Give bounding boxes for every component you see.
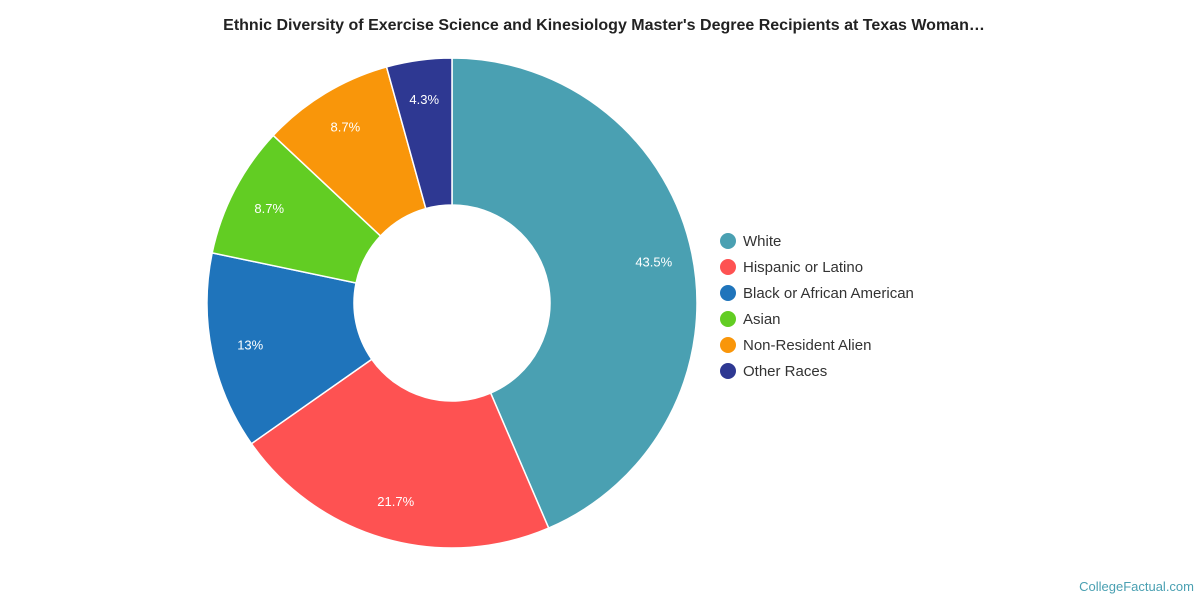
donut-chart: 43.5% 21.7% 13% 8.7% 8.7% 4.3% (206, 57, 698, 549)
legend-item[interactable]: Asian (720, 306, 914, 332)
legend-marker-icon (720, 259, 736, 275)
data-label: 8.7% (331, 120, 361, 135)
legend-item[interactable]: Hispanic or Latino (720, 254, 914, 280)
legend-label: Black or African American (743, 284, 914, 302)
legend-marker-icon (720, 233, 736, 249)
data-label: 21.7% (377, 494, 414, 509)
data-label: 13% (237, 337, 263, 352)
data-label: 43.5% (635, 255, 672, 270)
chart-title: Ethnic Diversity of Exercise Science and… (223, 17, 985, 34)
legend-item[interactable]: Non-Resident Alien (720, 332, 914, 358)
legend-label: Asian (743, 310, 781, 328)
legend-label: Non-Resident Alien (743, 336, 872, 354)
legend-label: Other Races (743, 362, 828, 380)
legend-marker-icon (720, 285, 736, 301)
data-label: 8.7% (254, 201, 284, 216)
legend-marker-icon (720, 363, 736, 379)
credit-link[interactable]: CollegeFactual.com (1079, 579, 1194, 594)
legend-item[interactable]: Black or African American (720, 280, 914, 306)
slice-white[interactable] (451, 57, 698, 530)
slice-black-or-african-american[interactable] (206, 252, 373, 445)
legend-label: White (743, 232, 782, 250)
slice-hispanic-or-latino[interactable] (250, 358, 550, 549)
legend-marker-icon (720, 311, 736, 327)
legend-item[interactable]: White (720, 228, 914, 254)
legend-marker-icon (720, 337, 736, 353)
legend-label: Hispanic or Latino (743, 258, 864, 276)
legend-item[interactable]: Other Races (720, 358, 914, 384)
slice-other-races[interactable] (385, 57, 453, 210)
data-label: 4.3% (409, 92, 439, 107)
legend: White Hispanic or Latino Black or African … (720, 228, 914, 384)
